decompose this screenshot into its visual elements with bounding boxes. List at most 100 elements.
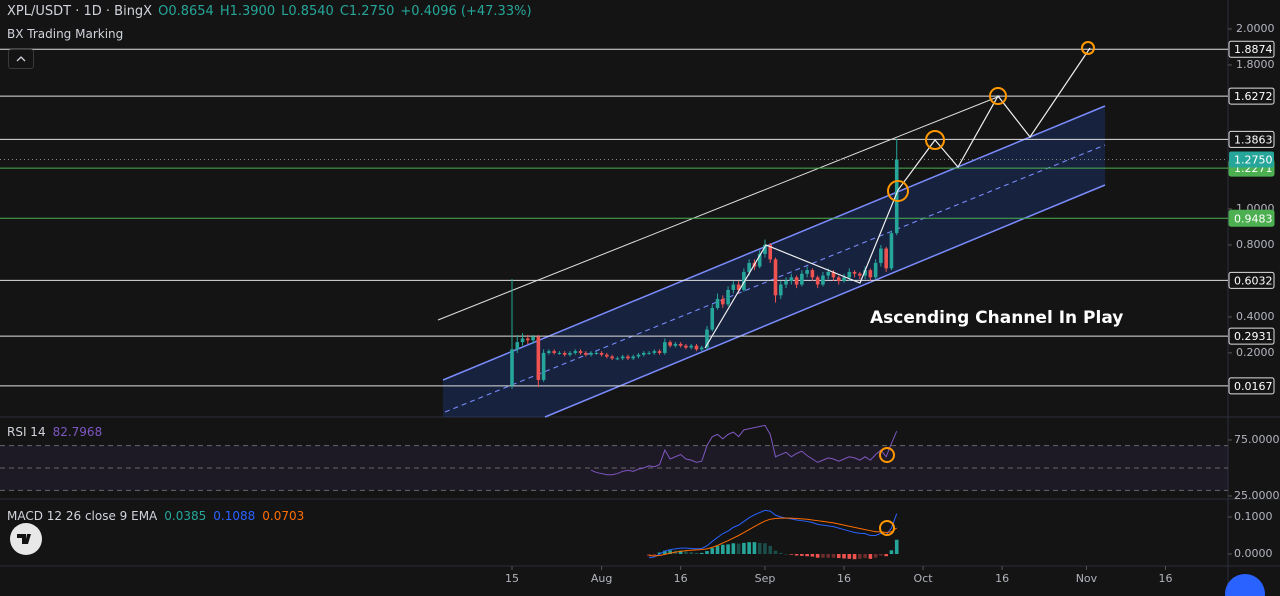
macd-histogram-bar bbox=[858, 554, 862, 559]
candle-body bbox=[578, 351, 583, 353]
candle-body bbox=[657, 351, 662, 353]
macd-histogram-bar bbox=[789, 554, 794, 555]
candle-body bbox=[610, 356, 614, 359]
candle-body bbox=[757, 253, 762, 267]
macd-line bbox=[648, 509, 898, 559]
y-tick-label: 2.0000 bbox=[1236, 22, 1275, 35]
candle-body bbox=[868, 270, 873, 278]
macd-histogram-bar bbox=[873, 554, 878, 558]
ohlc-high: H1.3900 bbox=[219, 4, 276, 19]
candle-body bbox=[641, 352, 646, 355]
candle-body bbox=[557, 352, 562, 354]
macd-histogram-bar bbox=[731, 543, 736, 555]
level-label: 1.3863 bbox=[1234, 133, 1273, 146]
macd-histogram-bar bbox=[736, 543, 741, 555]
level-label-box bbox=[1228, 87, 1275, 105]
candle-body bbox=[705, 329, 709, 348]
chat-button[interactable] bbox=[1225, 574, 1265, 596]
y-tick-label: 0.8000 bbox=[1236, 238, 1275, 251]
candle-body bbox=[768, 244, 773, 260]
candle-body bbox=[631, 356, 636, 359]
candle-body bbox=[778, 284, 783, 296]
macd-histogram-bar bbox=[657, 552, 662, 555]
x-tick-label: 16 bbox=[1158, 572, 1172, 585]
macd-histogram-bar bbox=[800, 554, 804, 556]
macd-histogram-bar bbox=[647, 554, 651, 557]
macd-line bbox=[648, 517, 898, 557]
candle-body bbox=[663, 342, 667, 353]
candle-body bbox=[873, 262, 878, 278]
candle-body bbox=[847, 271, 852, 278]
macd-histogram-bar bbox=[689, 552, 693, 555]
level-label-box bbox=[1228, 377, 1275, 395]
macd-histogram-bar bbox=[757, 542, 762, 555]
x-tick-label: Aug bbox=[591, 572, 612, 585]
level-label: 0.6032 bbox=[1234, 274, 1273, 287]
y-tick-label: 0.1000 bbox=[1234, 510, 1273, 523]
candle-body bbox=[526, 338, 530, 341]
macd-histogram-bar bbox=[821, 554, 825, 558]
x-tick-label: Nov bbox=[1076, 572, 1098, 585]
y-tick-label: 25.0000 bbox=[1234, 489, 1280, 502]
candle-body bbox=[684, 345, 688, 348]
x-tick-label: Sep bbox=[755, 572, 776, 585]
candle-body bbox=[626, 356, 630, 359]
macd-title: MACD 12 26 close 9 EMA bbox=[7, 509, 158, 523]
candle-body bbox=[710, 307, 715, 330]
macd-histogram-bar bbox=[842, 554, 846, 559]
macd-histogram-bar bbox=[810, 554, 815, 557]
macd-histogram-bar bbox=[815, 554, 820, 558]
level-label-box bbox=[1228, 209, 1275, 227]
trend-line bbox=[437, 95, 1001, 321]
candle-body bbox=[678, 343, 683, 346]
candle-body bbox=[668, 342, 672, 346]
candle-body bbox=[842, 277, 846, 281]
macd-histogram-bar bbox=[889, 550, 894, 555]
collapse-button[interactable] bbox=[8, 49, 34, 69]
highlight-circle bbox=[887, 180, 909, 202]
macd-histogram-bar bbox=[678, 550, 683, 555]
level-label-box bbox=[1228, 327, 1275, 345]
candle-body bbox=[562, 352, 567, 355]
highlight-circle bbox=[879, 520, 895, 536]
highlight-circle bbox=[989, 87, 1007, 105]
candle-body bbox=[784, 280, 788, 285]
macd-histogram-bar bbox=[847, 554, 852, 559]
candle-body bbox=[605, 354, 609, 357]
macd-histogram-bar bbox=[831, 554, 836, 558]
level-label: 1.6272 bbox=[1234, 90, 1273, 103]
candle-body bbox=[541, 352, 546, 380]
candle-body bbox=[552, 351, 556, 353]
indicator-name: BX Trading Marking bbox=[7, 27, 124, 41]
candle-body bbox=[889, 233, 894, 269]
macd-histogram-bar bbox=[836, 554, 841, 559]
candle-body bbox=[510, 349, 514, 386]
candle-body bbox=[863, 270, 867, 276]
macd-histogram-bar bbox=[663, 550, 667, 555]
macd-histogram-bar bbox=[742, 542, 746, 555]
candle-body bbox=[789, 277, 794, 281]
candle-body bbox=[773, 259, 778, 296]
candle-body bbox=[800, 273, 804, 285]
macd-histogram-bar bbox=[726, 544, 730, 555]
candle-body bbox=[615, 358, 620, 360]
level-label-box bbox=[1228, 271, 1275, 289]
macd-histogram-bar bbox=[794, 554, 799, 556]
candle-body bbox=[636, 354, 641, 357]
change: +0.4096 (+47.33%) bbox=[400, 4, 532, 19]
channel-bottom bbox=[544, 184, 1106, 418]
x-tick-label: 15 bbox=[505, 572, 519, 585]
rsi-line bbox=[590, 424, 898, 476]
ohlc-low: L0.8540 bbox=[281, 4, 334, 19]
ohlc-open: O0.8654 bbox=[158, 4, 214, 19]
header: XPL/USDT · 1D · BingX O0.8654 H1.3900 L0… bbox=[7, 4, 532, 19]
rsi-legend: RSI 14 82.7968 bbox=[7, 425, 102, 439]
level-label: 0.0167 bbox=[1234, 380, 1273, 393]
projection-path bbox=[704, 47, 1091, 349]
level-label: 0.2931 bbox=[1234, 330, 1273, 343]
level-label: 1.8874 bbox=[1234, 43, 1273, 56]
symbol: XPL/USDT · 1D · BingX bbox=[7, 4, 153, 19]
macd-histogram-bar bbox=[694, 552, 699, 555]
macd-histogram-bar bbox=[868, 554, 873, 559]
last-price-box bbox=[1229, 151, 1274, 168]
